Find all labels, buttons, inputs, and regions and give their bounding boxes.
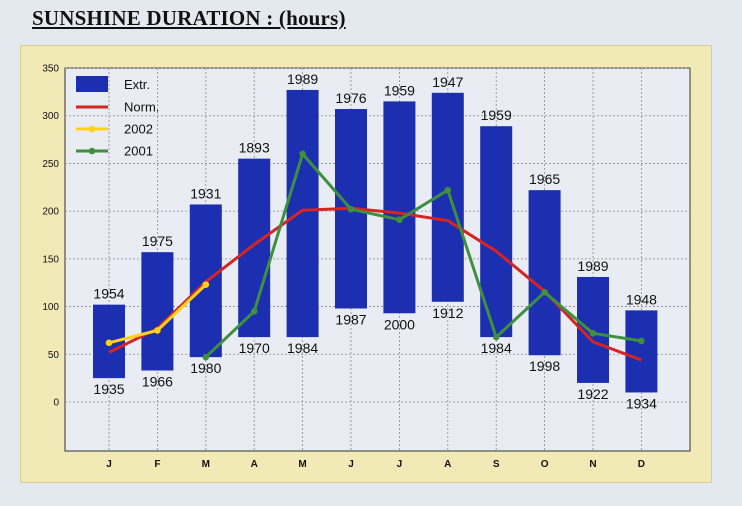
extreme-bar — [286, 89, 319, 338]
series-point-2002 — [154, 327, 161, 334]
max-year-label: 1959 — [481, 107, 512, 123]
extreme-bar — [141, 252, 174, 371]
extreme-bar — [383, 101, 416, 314]
y-tick-label: 350 — [42, 64, 59, 75]
legend-marker-2001 — [88, 147, 96, 155]
x-tick-label: O — [541, 459, 549, 470]
min-year-label: 1987 — [335, 311, 366, 327]
min-year-label: 2000 — [384, 316, 415, 332]
series-point-2001 — [492, 333, 500, 341]
x-tick-label: J — [397, 459, 403, 470]
series-point-2001 — [396, 216, 403, 224]
min-year-label: 1934 — [626, 395, 657, 411]
legend-label-Norm.: Norm. — [124, 100, 159, 115]
max-year-label: 1931 — [190, 185, 221, 201]
legend-swatch-extremes — [76, 76, 108, 92]
series-point-2002 — [105, 339, 113, 347]
legend-label-extremes: Extr. — [124, 77, 150, 92]
page-title: SUNSHINE DURATION : (hours) — [32, 6, 346, 30]
series-line-2001 — [204, 152, 642, 359]
max-year-label: 1965 — [529, 171, 560, 187]
y-tick-label: 250 — [42, 159, 59, 170]
legend-marker-2002 — [88, 125, 96, 133]
min-year-label: 1935 — [93, 381, 124, 397]
y-tick-label: 0 — [53, 398, 59, 409]
max-year-label: 1954 — [93, 286, 124, 302]
legend: Extr. Norm. 2002 2001 — [76, 76, 159, 159]
x-tick-label: F — [154, 459, 160, 470]
min-year-label: 1966 — [142, 374, 173, 390]
max-year-label: 1975 — [142, 233, 173, 249]
series-point-2001 — [250, 308, 258, 315]
y-tick-label: 100 — [42, 302, 59, 313]
y-tick-label: 50 — [48, 350, 60, 361]
y-axis-ticks: 0 50 100 150 200 250 300 350 — [42, 64, 59, 409]
y-tick-label: 200 — [42, 207, 59, 218]
series-point-2001 — [444, 186, 452, 194]
max-year-label: 1948 — [626, 291, 657, 307]
x-tick-label: J — [348, 459, 354, 470]
x-tick-label: N — [589, 459, 596, 470]
max-year-label: 1976 — [335, 90, 366, 106]
series-point-2001 — [638, 337, 645, 345]
series-point-2001 — [347, 205, 355, 213]
min-year-label: 1970 — [239, 340, 270, 356]
x-tick-label: D — [638, 459, 645, 470]
min-year-label: 1912 — [432, 305, 463, 321]
y-tick-label: 300 — [42, 111, 59, 122]
series-point-2001 — [202, 353, 210, 361]
max-year-label: 1959 — [384, 82, 415, 98]
series-point-2001 — [541, 288, 548, 296]
extreme-bar — [528, 190, 561, 356]
series-point-2001 — [299, 150, 306, 158]
series-point-2001 — [589, 329, 597, 337]
x-tick-label: A — [251, 459, 258, 470]
x-tick-label: M — [298, 459, 306, 470]
min-year-label: 1980 — [190, 360, 221, 376]
min-year-label: 1922 — [577, 386, 608, 402]
x-tick-label: A — [444, 459, 451, 470]
min-year-label: 1984 — [287, 340, 318, 356]
legend-label-2001: 2001 — [124, 144, 153, 159]
max-year-label: 1989 — [287, 71, 318, 87]
series-point-2002 — [202, 281, 210, 288]
x-tick-label: J — [106, 459, 112, 470]
min-year-label: 1998 — [529, 358, 560, 374]
min-year-label: 1984 — [481, 340, 512, 356]
x-tick-label: M — [202, 459, 210, 470]
extreme-bar — [625, 310, 658, 393]
line-series — [105, 150, 645, 362]
max-year-label: 1947 — [432, 74, 463, 90]
data-labels: 1954 1935 1975 1966 1931 1980 1893 1970 1989 1984… — [93, 71, 657, 412]
max-year-label: 1893 — [239, 140, 270, 156]
legend-label-2002: 2002 — [124, 122, 153, 137]
max-year-label: 1989 — [577, 258, 608, 274]
y-tick-label: 150 — [42, 254, 59, 265]
x-tick-label: S — [493, 459, 500, 470]
